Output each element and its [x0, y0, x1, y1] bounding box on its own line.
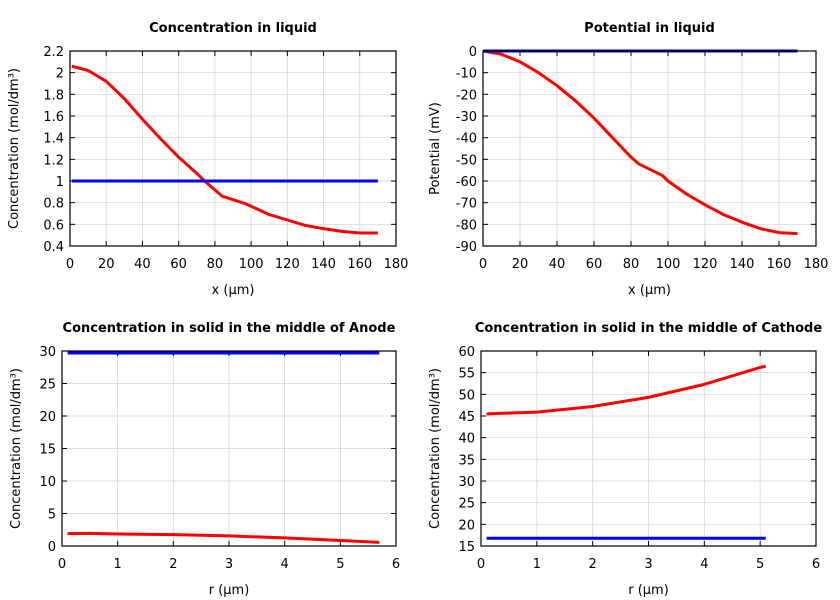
x-tick-label: 2: [589, 557, 597, 572]
x-tick-label: 0: [66, 257, 74, 272]
y-tick-label: 30: [39, 345, 56, 360]
chart-title: Concentration in liquid: [149, 21, 317, 36]
chart-title: Concentration in solid in the middle of …: [475, 321, 823, 336]
x-tick-label: 120: [275, 257, 300, 272]
y-tick-label: 0.8: [43, 197, 64, 212]
x-tick-label: 5: [336, 557, 344, 572]
x-tick-label: 160: [347, 257, 372, 272]
y-tick-label: -20: [456, 88, 477, 103]
y-tick-label: 1.4: [43, 132, 64, 147]
y-tick-label: 25: [458, 497, 475, 512]
subplot-4: 0 1 2 3 4 5 615202530354045505560Concentration…: [428, 321, 822, 598]
y-tick-label: 55: [458, 367, 475, 382]
x-tick-label: 4: [700, 557, 708, 572]
x-tick-label: 1: [114, 557, 122, 572]
plot-frame: [482, 50, 817, 247]
x-tick-label: 140: [311, 257, 336, 272]
x-tick-label: 4: [281, 557, 289, 572]
x-tick-label: 20: [98, 257, 115, 272]
y-tick-label: 20: [39, 410, 56, 425]
x-tick-label: 180: [804, 257, 829, 272]
y-tick-label: -80: [456, 218, 477, 233]
y-tick-label: 25: [39, 378, 56, 393]
plot-frame: [69, 50, 397, 247]
y-tick-label: 45: [458, 410, 475, 425]
x-tick-label: 3: [225, 557, 233, 572]
chart-title: Potential in liquid: [584, 21, 715, 36]
x-tick-label: 100: [656, 257, 681, 272]
x-axis-label: x (µm): [628, 283, 671, 298]
x-tick-label: 60: [586, 257, 603, 272]
y-tick-label: 30: [458, 475, 475, 490]
y-tick-label: -60: [456, 175, 477, 190]
y-tick-label: 60: [458, 345, 475, 360]
y-tick-label: 35: [458, 453, 475, 468]
y-axis-label: Potential (mV): [428, 102, 443, 195]
y-tick-label: 1.6: [43, 110, 64, 125]
x-tick-label: 40: [549, 257, 566, 272]
y-tick-label: 50: [458, 388, 475, 403]
x-axis-label: r (µm): [628, 583, 669, 598]
y-axis-label: Concentration (mol/dm³): [9, 368, 24, 529]
y-tick-label: 1: [56, 175, 64, 190]
x-tick-label: 60: [170, 257, 187, 272]
x-tick-label: 5: [756, 557, 764, 572]
y-tick-label: 0: [469, 45, 477, 60]
y-tick-label: -70: [456, 197, 477, 212]
y-tick-label: -40: [456, 132, 477, 147]
x-tick-label: 6: [812, 557, 820, 572]
y-tick-label: -10: [456, 67, 477, 82]
series-line-1: [67, 531, 380, 544]
y-tick-label: -50: [456, 153, 477, 168]
chart-title: Concentration in solid in the middle of …: [63, 321, 396, 336]
subplot-2: 0 20 40 60 80 100 120 140 160 180 -90 -80 -70 -60 -50 -…: [428, 21, 828, 298]
y-tick-label: 40: [458, 432, 475, 447]
y-tick-label: -30: [456, 110, 477, 125]
y-tick-label: 20: [458, 518, 475, 533]
plot-frame: [61, 350, 397, 547]
series-line-1: [482, 49, 798, 236]
subplot-1: 0 20 40 60 80 100 120 140 160 180 0.4 0.6 0.8 1 1.2 1.4…: [7, 21, 408, 298]
y-tick-label: 15: [458, 540, 475, 555]
y-tick-label: -90: [456, 240, 477, 255]
x-tick-label: 140: [730, 257, 755, 272]
y-tick-label: 0.4: [43, 240, 64, 255]
x-tick-label: 1: [533, 557, 541, 572]
y-axis-label: Concentration (mol/dm³): [7, 68, 22, 229]
x-tick-label: 180: [384, 257, 409, 272]
x-tick-label: 100: [239, 257, 264, 272]
series-line-1: [71, 64, 378, 235]
x-tick-label: 80: [623, 257, 640, 272]
y-tick-label: 1.2: [43, 153, 64, 168]
x-tick-label: 3: [644, 557, 652, 572]
y-tick-label: 2: [56, 67, 64, 82]
x-tick-label: 160: [767, 257, 792, 272]
x-axis-label: x (µm): [212, 283, 255, 298]
y-axis-label: Concentration (mol/dm³): [428, 368, 443, 529]
x-tick-label: 20: [512, 257, 529, 272]
plot-frame: [480, 350, 817, 547]
x-axis-label: r (µm): [209, 583, 250, 598]
x-tick-label: 120: [693, 257, 718, 272]
x-tick-label: 0: [479, 257, 487, 272]
x-tick-label: 6: [392, 557, 400, 572]
x-tick-label: 0: [58, 557, 66, 572]
y-tick-label: 2.2: [43, 45, 64, 60]
subplot-3: 0 1 2 3 4 5 6 0 5 10 15 20 25 30 Concentration in soli…: [9, 321, 400, 598]
x-tick-label: 0: [477, 557, 485, 572]
y-tick-label: 15: [39, 443, 56, 458]
x-tick-label: 40: [134, 257, 151, 272]
y-tick-label: 0.6: [43, 218, 64, 233]
y-tick-label: 5: [48, 508, 56, 523]
y-tick-label: 0: [48, 540, 56, 555]
x-tick-label: 80: [207, 257, 224, 272]
series-line-1: [486, 364, 767, 416]
y-tick-label: 10: [39, 475, 56, 490]
x-tick-label: 2: [169, 557, 177, 572]
y-tick-label: 1.8: [43, 88, 64, 103]
